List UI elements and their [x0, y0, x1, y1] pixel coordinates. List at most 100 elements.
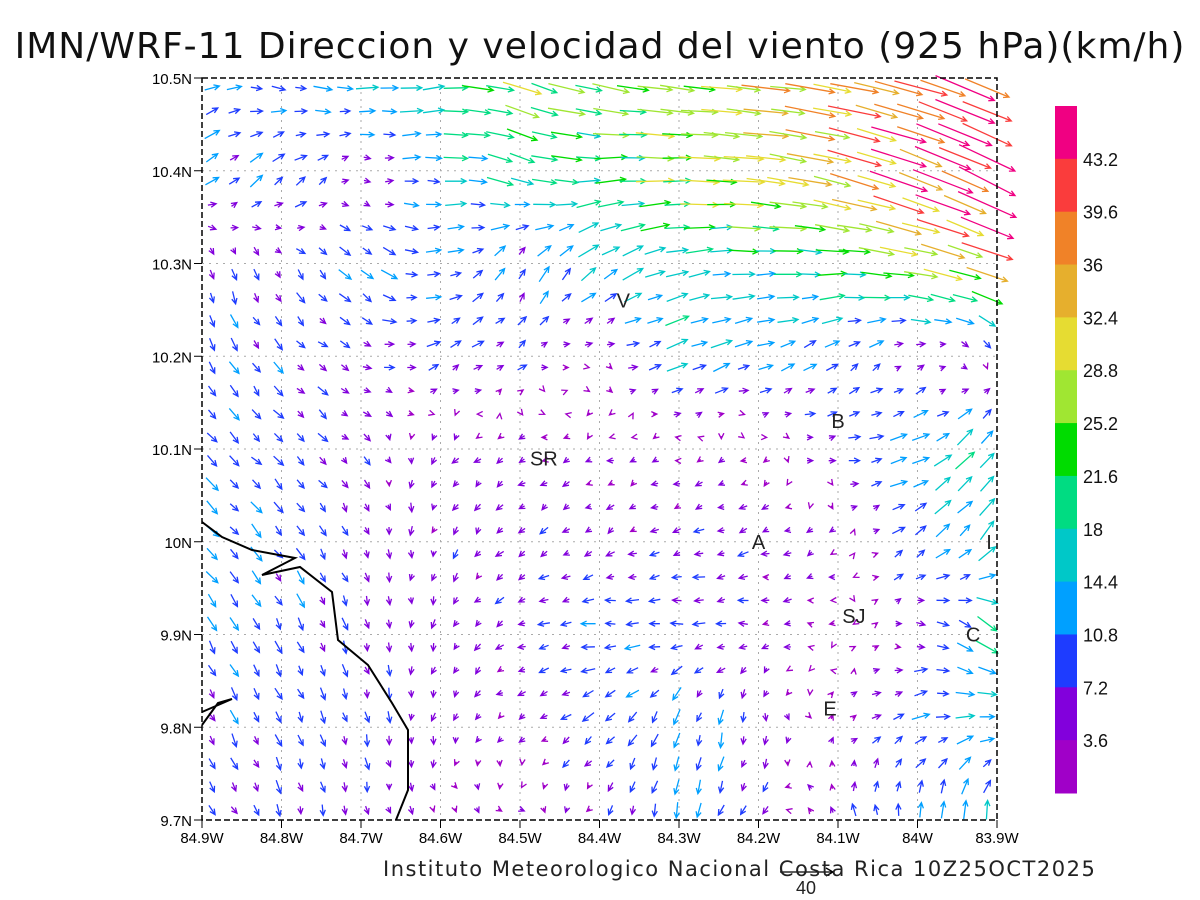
wind-arrow	[229, 154, 240, 161]
reference-vector: 40	[780, 867, 835, 898]
wind-arrow	[978, 315, 997, 327]
wind-arrow	[385, 503, 391, 511]
wind-arrow	[380, 84, 400, 92]
wind-arrow	[976, 596, 999, 605]
colorbar-swatch	[1055, 528, 1077, 583]
wind-arrow	[273, 455, 285, 467]
wind-arrow	[666, 338, 689, 350]
wind-arrow	[828, 457, 837, 464]
wind-arrow	[275, 711, 282, 724]
wind-arrow	[423, 107, 446, 114]
wind-arrow	[916, 549, 926, 558]
wind-arrow	[297, 617, 305, 632]
wind-arrow	[736, 550, 749, 557]
wind-arrow	[231, 733, 238, 749]
wind-arrow	[443, 108, 470, 115]
wind-arrow	[635, 177, 676, 184]
wind-arrow	[817, 270, 848, 277]
wind-arrow	[319, 269, 327, 280]
wind-arrow	[672, 709, 681, 726]
wind-arrow	[536, 620, 550, 627]
wind-arrow	[253, 759, 260, 769]
wind-arrow	[538, 385, 546, 393]
wind-arrow	[319, 642, 326, 653]
wind-arrow	[871, 598, 879, 606]
wind-arrow	[541, 456, 549, 463]
wind-arrow	[541, 758, 549, 766]
wind-arrow	[317, 341, 329, 348]
wind-arrow	[518, 550, 526, 558]
wind-arrow	[622, 267, 645, 281]
wind-arrow	[407, 364, 417, 371]
wind-arrow	[406, 317, 418, 325]
wind-arrow	[252, 316, 261, 326]
wind-arrow	[559, 223, 575, 232]
wind-arrow	[274, 595, 283, 606]
wind-arrow	[871, 457, 883, 464]
wind-arrow	[647, 317, 664, 324]
wind-arrow	[916, 643, 926, 651]
wind-arrow	[763, 690, 770, 698]
wind-arrow	[271, 85, 287, 92]
wind-arrow	[673, 779, 680, 796]
wind-arrow	[625, 620, 639, 628]
wind-arrow	[341, 155, 350, 162]
wind-arrow	[738, 527, 748, 534]
wind-arrow	[205, 176, 220, 186]
wind-arrow	[400, 84, 424, 92]
wind-arrow	[828, 619, 836, 627]
wind-arrow	[983, 387, 991, 395]
wind-arrow	[341, 688, 348, 701]
wind-arrow	[936, 643, 950, 651]
wind-arrow	[562, 433, 571, 440]
wind-arrow	[586, 432, 593, 441]
wind-arrow	[294, 108, 309, 115]
wind-arrow	[496, 457, 504, 465]
wind-arrow	[607, 782, 614, 793]
wind-arrow	[533, 201, 557, 208]
wind-arrow	[518, 736, 526, 743]
wind-arrow	[296, 479, 305, 490]
wind-arrow	[605, 504, 615, 511]
wind-arrow	[453, 690, 460, 699]
wind-arrow	[912, 169, 974, 194]
wind-arrow	[341, 617, 349, 631]
wind-arrow	[637, 85, 674, 93]
wind-arrow	[355, 84, 380, 91]
wind-arrow	[805, 388, 816, 394]
wind-arrow	[472, 316, 484, 326]
y-tick-label: 9.7N	[160, 813, 192, 830]
wind-arrow	[608, 433, 616, 440]
wind-arrow	[958, 619, 972, 628]
wind-arrow	[495, 689, 503, 697]
wind-arrow	[914, 502, 928, 512]
wind-arrow	[894, 667, 904, 674]
wind-arrow	[955, 713, 976, 720]
wind-arrow	[520, 781, 527, 789]
wind-arrow	[578, 244, 600, 258]
wind-arrow	[584, 736, 592, 745]
wind-arrow	[427, 224, 441, 231]
wind-arrow	[585, 479, 593, 486]
wind-arrow	[554, 178, 580, 186]
wind-arrow	[982, 408, 992, 419]
wind-arrow	[473, 596, 481, 603]
wind-arrow	[648, 550, 660, 557]
wind-arrow	[495, 317, 506, 324]
wind-arrow	[955, 451, 976, 470]
wind-arrow	[385, 410, 394, 418]
wind-arrow	[694, 480, 703, 487]
wind-arrow	[604, 620, 616, 627]
wind-arrow	[208, 361, 216, 375]
wind-arrow	[475, 666, 482, 676]
wind-arrow	[473, 806, 480, 814]
wind-arrow	[850, 737, 859, 744]
wind-arrow	[517, 527, 526, 534]
wind-arrow	[473, 783, 481, 791]
wind-arrow	[272, 153, 286, 163]
wind-arrow	[496, 759, 503, 768]
wind-arrow	[362, 247, 373, 255]
wind-arrow	[449, 294, 463, 301]
wind-arrow	[759, 387, 773, 394]
wind-arrow	[250, 546, 263, 562]
